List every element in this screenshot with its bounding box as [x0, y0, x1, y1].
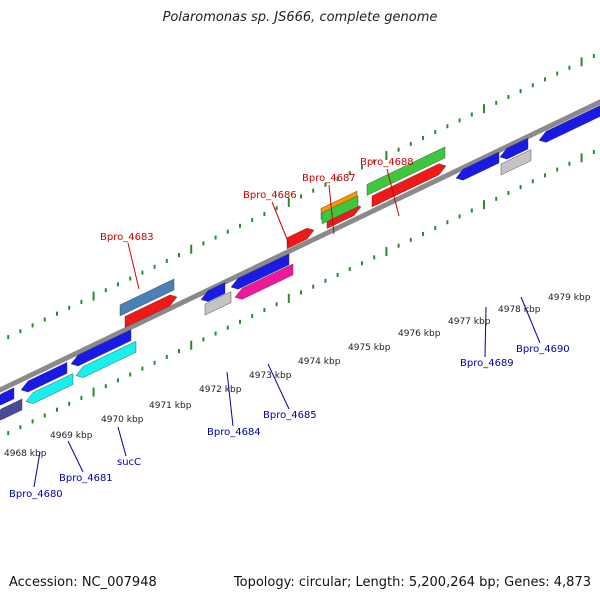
gene-bpro-4685-blue[interactable] [230, 253, 290, 290]
lower-gene-label[interactable]: sucC [117, 457, 141, 468]
gene-bpro-4685[interactable] [234, 263, 294, 300]
upper-label-leader [127, 242, 140, 290]
kbp-label: 4979 kbp [548, 293, 591, 303]
genome-summary-text: Topology: circular; Length: 5,200,264 bp… [233, 575, 591, 590]
lower-gene-label[interactable]: Bpro_4689 [460, 358, 514, 369]
gene-bpro-4683[interactable] [124, 294, 178, 328]
gene-bpro-4690[interactable] [500, 149, 532, 176]
gene-bpro-4690-blue[interactable] [499, 137, 529, 160]
lower-label-leader [267, 363, 290, 410]
upper-label-leader [271, 201, 290, 245]
kbp-label: 4974 kbp [298, 357, 341, 367]
lower-label-leader [484, 306, 487, 358]
lower-gene-label[interactable]: Bpro_4680 [9, 489, 63, 500]
kbp-label: 4975 kbp [348, 343, 391, 353]
lower-label-leader [226, 371, 234, 427]
kbp-label: 4968 kbp [4, 449, 47, 459]
upper-label-leader [386, 168, 400, 217]
upper-gene-label[interactable]: Bpro_4687 [302, 173, 356, 184]
lower-gene-label[interactable]: Bpro_4685 [263, 410, 317, 421]
kbp-label: 4969 kbp [50, 431, 93, 441]
upper-gene-label[interactable]: Bpro_4686 [243, 190, 297, 201]
gene-bpro-4687-green[interactable] [321, 195, 359, 225]
lower-label-leader [67, 440, 84, 473]
gene-bpro-4691[interactable] [538, 100, 600, 143]
upper-label-leader [328, 184, 335, 235]
accession-text: Accession: NC_007948 [9, 575, 157, 590]
gene-bpro-4684[interactable] [200, 282, 226, 302]
gene-bpro-4679b[interactable] [0, 398, 23, 421]
lower-label-leader [33, 451, 41, 488]
kbp-label: 4972 kbp [199, 385, 242, 395]
kbp-label: 4973 kbp [249, 371, 292, 381]
gene-bpro-4689[interactable] [455, 151, 500, 181]
gene-bpro-4681[interactable] [25, 373, 74, 404]
genome-backbone [0, 99, 600, 393]
lower-label-leader [117, 426, 127, 457]
gene-bpro-4684-gray[interactable] [204, 291, 232, 316]
gene-succ-blue[interactable] [70, 329, 132, 367]
gene-bpro-4680[interactable] [20, 362, 68, 393]
gene-bpro-4688[interactable] [371, 163, 447, 208]
upper-gene-label[interactable]: Bpro_4683 [100, 232, 154, 243]
gene-succ[interactable] [75, 340, 137, 378]
gene-bpro-4683-alt[interactable] [119, 278, 175, 317]
gene-bpro-4688-green[interactable] [366, 146, 446, 196]
kbp-label: 4976 kbp [398, 329, 441, 339]
kbp-label: 4970 kbp [101, 415, 144, 425]
map-title: Polaromonas sp. JS666, complete genome [162, 10, 438, 25]
kbp-label: 4971 kbp [149, 401, 192, 411]
gene-bpro-4686[interactable] [286, 227, 315, 250]
upper-gene-label[interactable]: Bpro_4688 [360, 157, 414, 168]
lower-gene-label[interactable]: Bpro_4690 [516, 344, 570, 355]
lower-gene-label[interactable]: Bpro_4681 [59, 473, 113, 484]
lower-label-leader [520, 296, 541, 344]
lower-gene-label[interactable]: Bpro_4684 [207, 427, 261, 438]
kbp-label: 4977 kbp [448, 317, 491, 327]
kbp-label: 4978 kbp [498, 305, 541, 315]
gene-bpro-4679[interactable] [0, 387, 15, 406]
